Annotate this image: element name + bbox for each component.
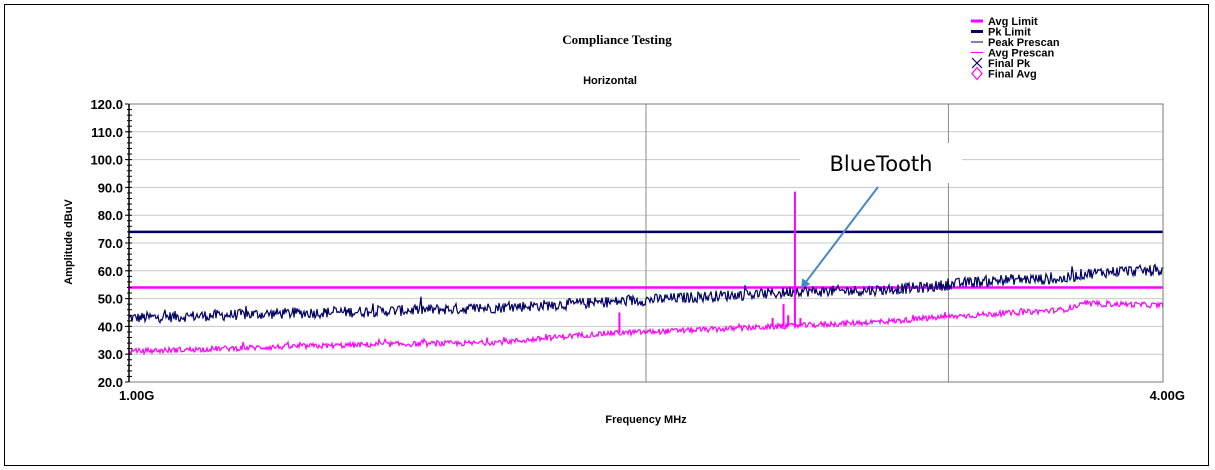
x-axis-title: Frequency MHz <box>605 414 687 426</box>
y-tick-label: 70.0 <box>98 236 123 251</box>
legend-label: Final Avg <box>988 69 1037 81</box>
legend-diamond-icon <box>972 68 982 80</box>
grid-layer <box>129 104 1163 382</box>
y-tick-label: 80.0 <box>98 208 123 223</box>
y-tick-label: 100.0 <box>90 153 123 168</box>
chart-subtitle: Horizontal <box>583 75 637 87</box>
x-tick-label: 4.00G <box>1150 388 1185 403</box>
y-tick-label: 50.0 <box>98 292 123 307</box>
y-tick-label: 120.0 <box>90 97 123 112</box>
y-tick-label: 30.0 <box>98 347 123 362</box>
x-tick-label: 1.00G <box>119 388 154 403</box>
chart-title: Compliance Testing <box>562 32 672 47</box>
y-tick-label: 60.0 <box>98 264 123 279</box>
y-tick-label: 40.0 <box>98 319 123 334</box>
y-axis-title: Amplitude dBuV <box>63 199 75 285</box>
annotation-label: BlueTooth <box>830 152 933 176</box>
y-tick-label: 110.0 <box>91 125 123 140</box>
legend-x-icon <box>972 58 982 68</box>
y-tick-label: 90.0 <box>98 180 123 195</box>
